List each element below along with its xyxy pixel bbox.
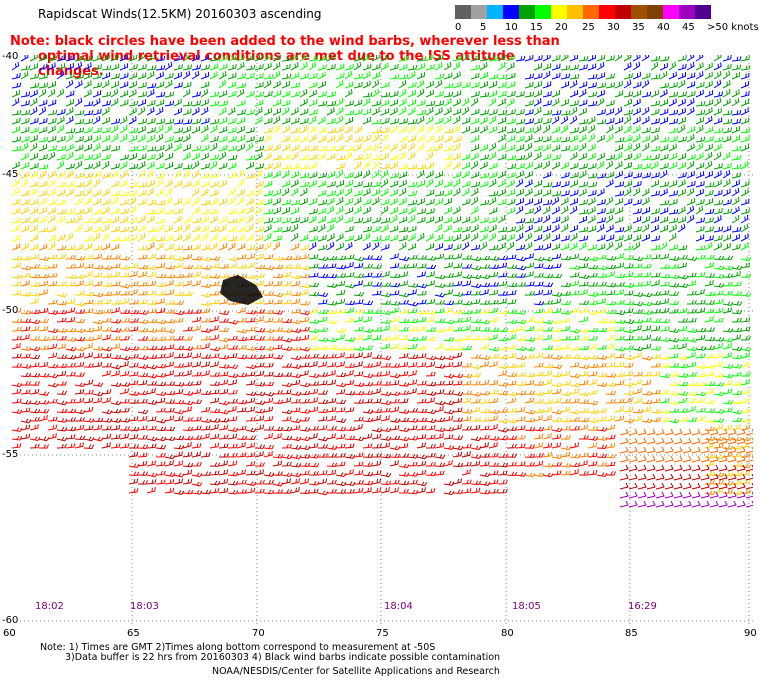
legend-label: 15 — [530, 22, 543, 33]
longitude-label: 70 — [252, 628, 265, 639]
contamination-note: Note: black circles have been added to t… — [10, 34, 570, 79]
legend-label: 10 — [505, 22, 518, 33]
legend-swatch — [695, 5, 711, 19]
island-shape — [220, 275, 263, 305]
legend-label: 45 — [682, 22, 695, 33]
legend-swatch — [471, 5, 487, 19]
legend-label: >50 knots — [707, 22, 759, 33]
longitude-label: 85 — [625, 628, 638, 639]
wind-speed-legend: 0 5 10 15 20 25 30 35 40 45 >50 knots — [455, 3, 759, 35]
wind-barbs — [11, 55, 753, 508]
legend-swatch — [679, 5, 695, 19]
legend-swatch — [647, 5, 663, 19]
legend-swatch — [455, 5, 471, 19]
footnote-line-2: 3)Data buffer is 22 hrs from 20160303 4)… — [65, 652, 501, 663]
latitude-label: -60 — [2, 615, 19, 626]
legend-swatch — [599, 5, 615, 19]
legend-label: 25 — [582, 22, 595, 33]
legend-swatch — [551, 5, 567, 19]
legend-swatch — [567, 5, 583, 19]
note-line-1: Note: black circles have been added to t… — [10, 34, 560, 49]
legend-swatch — [631, 5, 647, 19]
legend-swatch — [535, 5, 551, 19]
latitude-label: -45 — [2, 169, 19, 180]
time-label: 18:02 — [35, 601, 64, 612]
time-label: 16:29 — [628, 601, 657, 612]
legend-label: 35 — [632, 22, 645, 33]
legend-label: 20 — [555, 22, 568, 33]
time-label: 18:05 — [512, 601, 541, 612]
longitude-label: 60 — [3, 628, 16, 639]
footnote-line-1: Note: 1) Times are GMT 2)Times along bot… — [40, 642, 436, 653]
longitude-label: 75 — [376, 628, 389, 639]
longitude-label: 90 — [744, 628, 757, 639]
longitude-label: 65 — [127, 628, 140, 639]
legend-swatch — [583, 5, 599, 19]
time-label: 18:04 — [384, 601, 413, 612]
legend-swatch — [663, 5, 679, 19]
legend-label: 5 — [480, 22, 487, 33]
latitude-label: -50 — [2, 305, 19, 316]
longitude-label: 80 — [501, 628, 514, 639]
wind-barb-map — [8, 55, 753, 626]
legend-swatch — [503, 5, 519, 19]
legend-swatch — [487, 5, 503, 19]
credit-line: NOAA/NESDIS/Center for Satellite Applica… — [212, 666, 500, 677]
latitude-label: -40 — [2, 51, 19, 62]
time-label: 18:03 — [130, 601, 159, 612]
map-title: Rapidscat Winds(12.5KM) 20160303 ascendi… — [38, 7, 322, 21]
legend-swatch — [615, 5, 631, 19]
legend-label: 30 — [607, 22, 620, 33]
legend-label: 40 — [657, 22, 670, 33]
latitude-label: -55 — [2, 449, 19, 460]
legend-swatch — [519, 5, 535, 19]
legend-label: 0 — [455, 22, 462, 33]
